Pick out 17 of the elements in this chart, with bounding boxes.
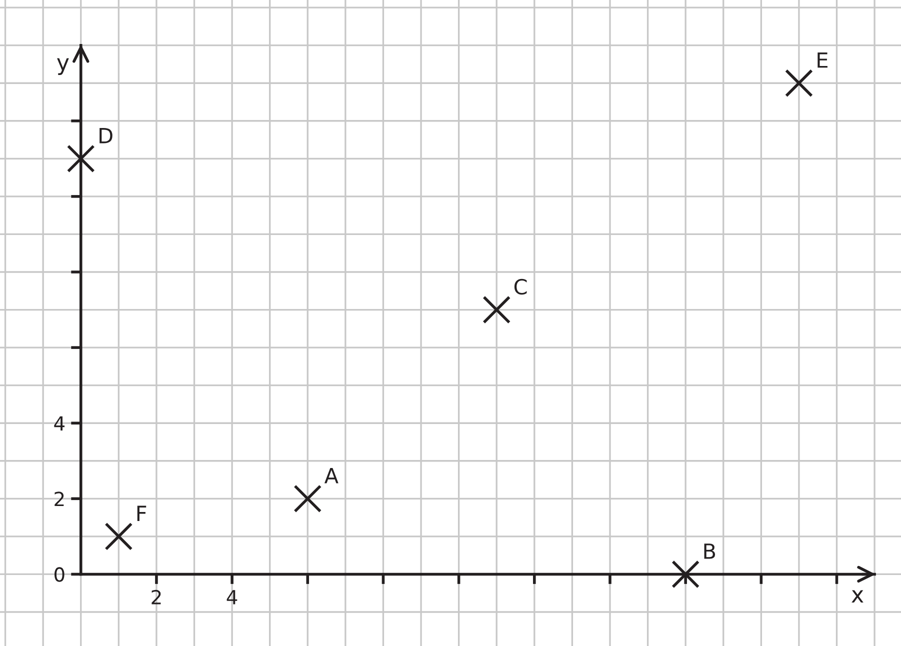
annotation: F [137,506,146,521]
y-tick-label: 4 [54,416,65,430]
x-axis-title: x [852,590,864,602]
point [104,522,133,550]
point [482,296,511,324]
annotation: A [324,468,338,484]
annotation: E [818,52,828,68]
y-tick-label: 2 [54,492,64,506]
annotation: C [514,278,527,295]
point [784,69,813,98]
point [66,144,95,173]
y-tick-label: 0 [54,567,64,582]
point [294,484,322,513]
annotation: B [704,544,716,559]
y-axis-title: y [57,58,69,75]
point [672,560,700,588]
annotation: D [100,128,112,144]
